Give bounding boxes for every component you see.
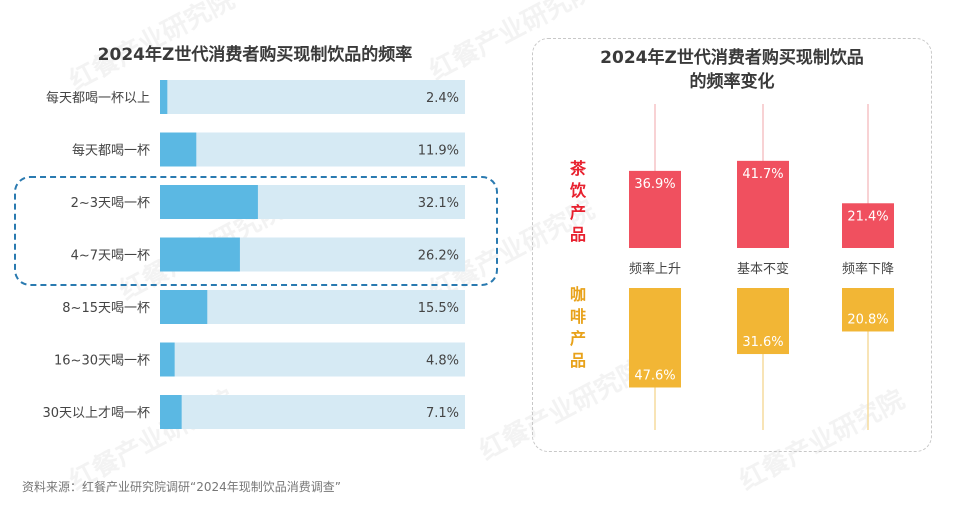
bar-track [160,395,465,429]
coffee-value-label: 20.8% [847,312,888,327]
bar [160,395,182,429]
tea-value-label: 36.9% [634,177,675,192]
bar [160,185,258,219]
coffee-bar [737,288,789,355]
right-chart-title: 2024年Z世代消费者购买现制饮品 的频率变化 [532,46,932,94]
source-note: 资料来源：红餐产业研究院调研“2024年现制饮品消费调查” [22,480,341,494]
bar-track [160,80,465,114]
coffee-series-label: 咖啡产品 [568,284,588,372]
tea-series-label: 茶饮产品 [568,158,588,246]
bar [160,342,175,377]
category-label: 4~7天喝一杯 [71,249,150,264]
series-label-char: 产 [569,203,586,222]
coffee-value-label: 47.6% [634,368,675,383]
bar-track [160,290,465,324]
category-label: 30天以上才喝一杯 [42,406,150,421]
category-label: 8~15天喝一杯 [62,301,150,316]
value-label: 2.4% [426,91,459,106]
coffee-bar [629,288,681,388]
value-label: 32.1% [418,196,459,211]
highlight-box [14,176,498,286]
value-label: 11.9% [418,144,459,159]
series-label-char: 品 [569,225,586,244]
value-label: 4.8% [426,354,459,369]
category-label: 基本不变 [737,261,789,277]
coffee-bar [842,288,894,332]
right-chart-title-line-1: 2024年Z世代消费者购买现制饮品 [600,48,864,68]
bar-track [160,342,465,377]
category-label: 每天都喝一杯以上 [46,90,150,106]
bar-track [160,132,465,167]
left-chart-title: 2024年Z世代消费者购买现制饮品的频率 [97,45,413,65]
bar [160,290,208,324]
bar [160,237,240,272]
series-label-char: 产 [569,329,586,348]
tea-bar [842,203,894,248]
right-chart-title-line-2: 的频率变化 [689,72,775,92]
series-label-char: 品 [569,351,586,370]
value-label: 15.5% [418,301,459,316]
category-label: 16~30天喝一杯 [54,354,150,369]
bar [160,80,168,114]
series-label-char: 茶 [569,159,586,178]
right-chart-panel [532,38,932,452]
category-label: 频率下降 [842,261,894,277]
tea-bar [737,160,789,248]
value-label: 7.1% [426,406,459,421]
series-label-char: 饮 [569,181,586,200]
series-label-char: 啡 [569,307,586,326]
value-label: 26.2% [418,249,459,264]
category-label: 每天都喝一杯 [72,143,150,159]
tea-bar [629,170,681,248]
category-label: 频率上升 [629,261,681,277]
tea-value-label: 21.4% [847,209,888,224]
category-label: 2~3天喝一杯 [71,196,150,211]
series-label-char: 咖 [569,285,586,304]
tea-value-label: 41.7% [742,167,783,182]
bar [160,132,197,167]
coffee-value-label: 31.6% [742,335,783,350]
